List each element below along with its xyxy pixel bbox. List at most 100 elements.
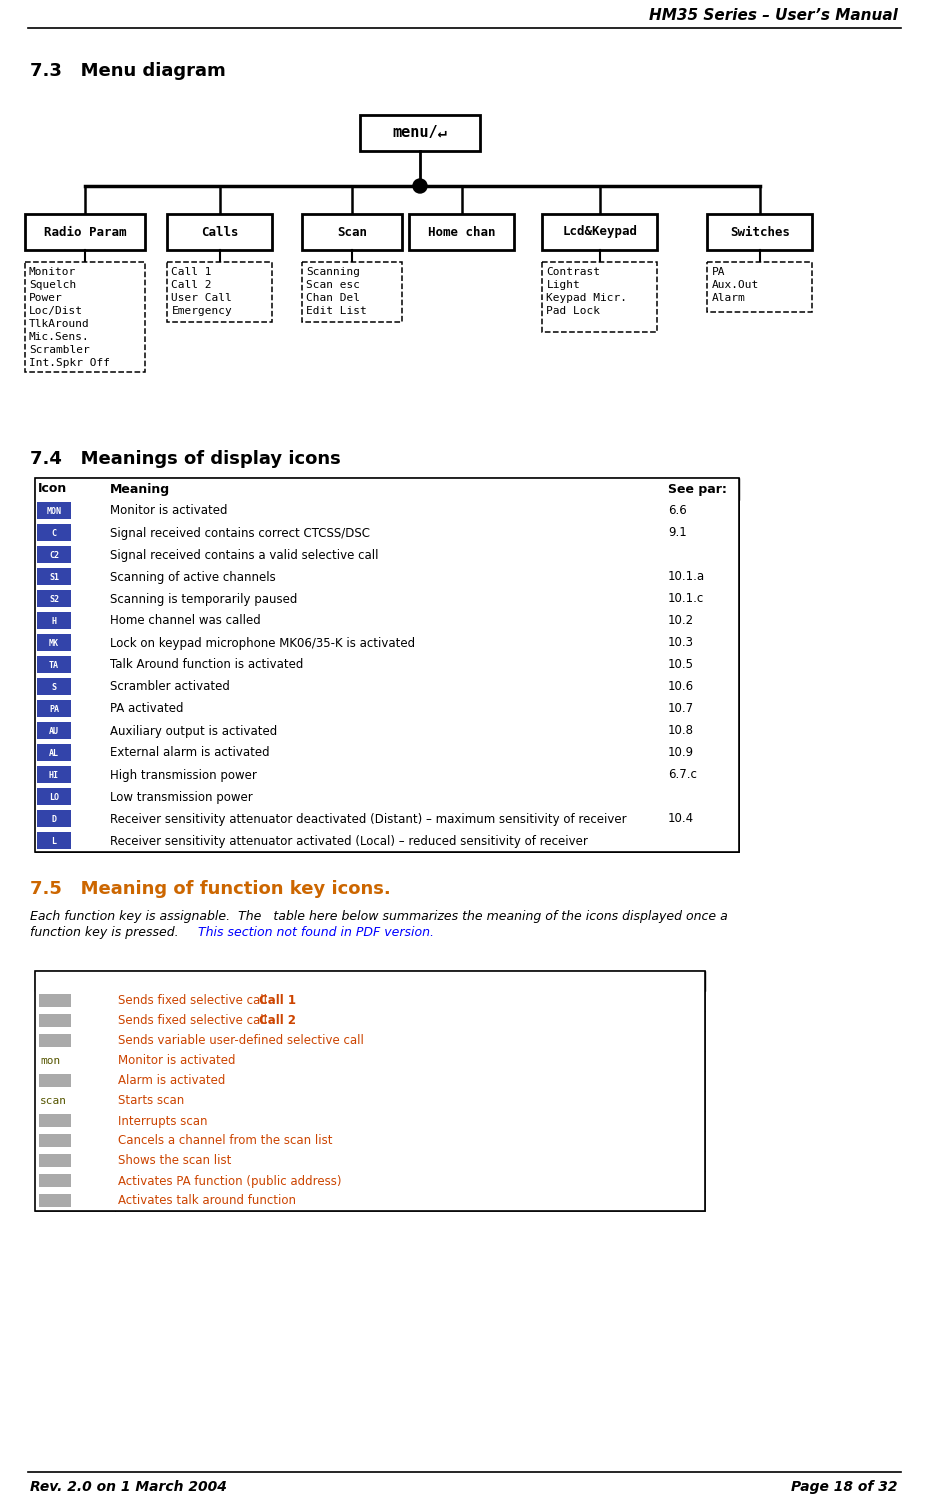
Bar — [37, 547, 71, 563]
Text: Home chan: Home chan — [428, 225, 496, 239]
Bar — [35, 566, 738, 587]
Text: LO: LO — [49, 793, 59, 802]
Text: 10.8: 10.8 — [667, 724, 693, 737]
Text: TA: TA — [49, 661, 59, 670]
Text: Shows the scan list: Shows the scan list — [118, 1155, 231, 1167]
Text: Monitor is activated: Monitor is activated — [118, 1054, 235, 1068]
Text: Rev. 2.0 on 1 March 2004: Rev. 2.0 on 1 March 2004 — [30, 1479, 226, 1494]
Bar — [167, 213, 272, 249]
Text: Sends fixed selective call -: Sends fixed selective call - — [118, 994, 278, 1008]
Text: Cancels a channel from the scan list: Cancels a channel from the scan list — [118, 1134, 332, 1148]
Bar — [37, 722, 71, 739]
Bar — [35, 765, 738, 786]
Bar — [39, 1175, 71, 1187]
Text: Int.Spkr Off: Int.Spkr Off — [29, 357, 110, 368]
Text: Home channel was called: Home channel was called — [110, 614, 261, 628]
Text: Scrambler: Scrambler — [29, 345, 90, 354]
Text: 10.7: 10.7 — [667, 703, 693, 715]
Text: Scan: Scan — [337, 225, 367, 239]
Text: Scanning is temporarily paused: Scanning is temporarily paused — [110, 592, 297, 605]
Text: Power: Power — [29, 293, 63, 303]
Text: Radio Param: Radio Param — [44, 225, 126, 239]
Bar — [35, 1051, 704, 1071]
Bar — [35, 1090, 704, 1111]
Bar — [25, 261, 145, 372]
Text: S: S — [51, 682, 57, 691]
Text: Signal received contains correct CTCSS/DSC: Signal received contains correct CTCSS/D… — [110, 527, 369, 539]
Bar — [39, 1014, 71, 1027]
Bar — [37, 810, 71, 828]
Text: PA: PA — [49, 704, 59, 713]
Text: 10.1.c: 10.1.c — [667, 592, 703, 605]
Bar — [39, 1074, 71, 1087]
Bar — [35, 1172, 704, 1191]
Bar — [35, 653, 738, 676]
Bar — [39, 994, 71, 1006]
Bar — [35, 786, 738, 808]
Bar — [37, 832, 71, 849]
Bar — [39, 1114, 71, 1126]
Text: Meaning: Meaning — [110, 482, 170, 496]
Bar — [707, 213, 812, 249]
Text: Alarm is activated: Alarm is activated — [118, 1074, 226, 1087]
Text: 10.3: 10.3 — [667, 637, 693, 649]
Text: Activates PA function (public address): Activates PA function (public address) — [118, 1175, 342, 1188]
Text: Activates talk around function: Activates talk around function — [118, 1194, 296, 1208]
Text: Emergency: Emergency — [172, 306, 232, 315]
Bar — [35, 478, 738, 852]
Text: External alarm is activated: External alarm is activated — [110, 746, 269, 760]
Text: Interrupts scan: Interrupts scan — [118, 1114, 207, 1128]
Text: Receiver sensitivity attenuator deactivated (Distant) – maximum sensitivity of r: Receiver sensitivity attenuator deactiva… — [110, 813, 626, 826]
Text: 9.1: 9.1 — [667, 527, 686, 539]
Text: User Call: User Call — [172, 293, 232, 303]
Circle shape — [413, 179, 427, 192]
Text: Receiver sensitivity attenuator activated (Local) – reduced sensitivity of recei: Receiver sensitivity attenuator activate… — [110, 835, 587, 847]
Bar — [35, 632, 738, 653]
Text: S2: S2 — [49, 595, 59, 604]
Bar — [35, 1030, 704, 1051]
Text: See par:: See par: — [667, 482, 726, 496]
Text: Call 1: Call 1 — [172, 267, 212, 276]
Text: Alarm: Alarm — [711, 293, 744, 303]
Bar — [360, 116, 480, 152]
Text: Talk Around function is activated: Talk Around function is activated — [110, 658, 303, 671]
Bar — [35, 676, 738, 698]
Text: D: D — [51, 814, 57, 823]
Text: 7.4   Meanings of display icons: 7.4 Meanings of display icons — [30, 451, 341, 469]
Text: 10.6: 10.6 — [667, 680, 693, 694]
Text: AL: AL — [49, 748, 59, 757]
Bar — [37, 700, 71, 716]
Text: function key is pressed.: function key is pressed. — [30, 927, 187, 939]
Text: Squelch: Squelch — [29, 279, 76, 290]
Text: Auxiliary output is activated: Auxiliary output is activated — [110, 724, 277, 737]
Text: Description: Description — [118, 975, 198, 987]
Text: PA activated: PA activated — [110, 703, 184, 715]
Text: menu/↵: menu/↵ — [393, 126, 447, 141]
Bar — [37, 524, 71, 541]
Bar — [35, 808, 738, 831]
Text: HM35 Series – User’s Manual: HM35 Series – User’s Manual — [649, 9, 897, 24]
Text: TlkAround: TlkAround — [29, 318, 90, 329]
Text: Lock on keypad microphone MK06/35-K is activated: Lock on keypad microphone MK06/35-K is a… — [110, 637, 415, 649]
Bar — [35, 991, 704, 1011]
Text: mon: mon — [40, 1056, 60, 1066]
Bar — [542, 213, 657, 249]
Bar — [302, 213, 402, 249]
Text: MK: MK — [49, 638, 59, 647]
Text: Page 18 of 32: Page 18 of 32 — [791, 1479, 897, 1494]
Bar — [37, 568, 71, 584]
Text: 10.2: 10.2 — [667, 614, 693, 628]
Text: Contrast: Contrast — [546, 267, 599, 276]
Text: Signal received contains a valid selective call: Signal received contains a valid selecti… — [110, 548, 378, 562]
Bar — [35, 719, 738, 742]
Text: Icon: Icon — [38, 482, 67, 496]
Bar — [35, 1191, 704, 1211]
Bar — [35, 1011, 704, 1030]
Text: Scrambler activated: Scrambler activated — [110, 680, 229, 694]
Bar — [35, 523, 738, 544]
Bar — [167, 261, 272, 321]
Text: Chan Del: Chan Del — [305, 293, 360, 303]
Text: Scanning: Scanning — [305, 267, 360, 276]
Text: Call 1: Call 1 — [258, 994, 295, 1008]
Text: High transmission power: High transmission power — [110, 769, 257, 781]
